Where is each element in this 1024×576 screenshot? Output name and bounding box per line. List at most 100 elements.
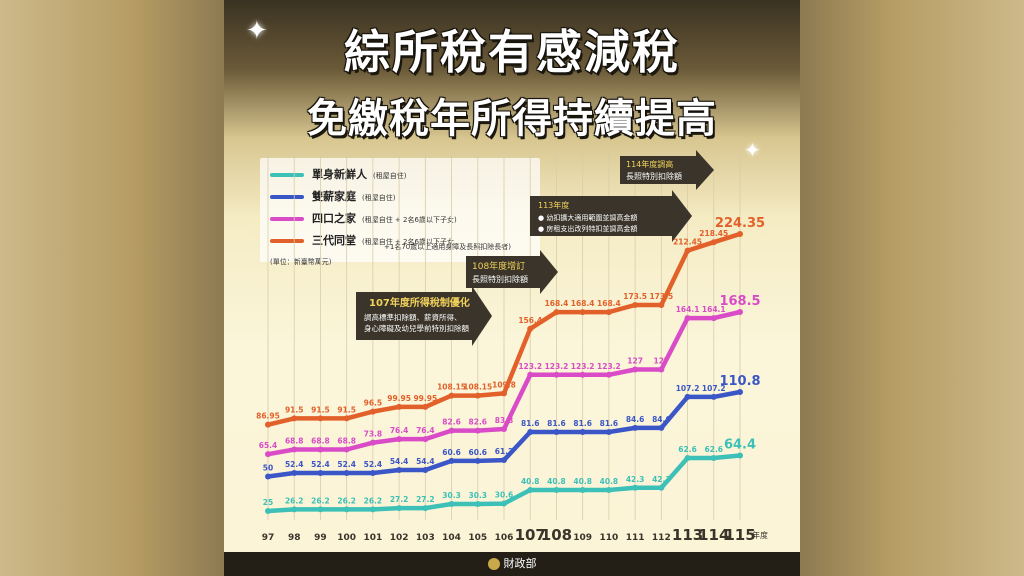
data-label: 42.3 [652,475,671,484]
data-point [317,469,324,476]
annotation-arrow [530,190,692,242]
data-point [396,403,403,410]
data-point [553,487,560,493]
data-point [579,428,586,435]
data-point [605,428,612,435]
data-point [632,302,639,309]
data-label: 107.2 [676,384,700,393]
data-label: 107.2 [702,384,726,393]
legend-item-three-generations: 三代同堂 (租屋自住 + 2名6歲以下子女 [270,232,454,248]
data-label: 40.8 [521,477,540,486]
data-label: 81.6 [547,419,566,428]
data-label: 52.4 [337,460,356,469]
data-point [501,425,507,432]
data-label: 68.8 [311,437,330,446]
x-tick-label: 112 [652,533,671,543]
data-label: 81.6 [573,419,592,428]
x-tick-label: 100 [337,533,356,543]
x-tick-label: 114 [698,526,729,544]
data-label: 52.4 [364,460,383,469]
data-point [291,415,298,422]
data-label: 224.35 [715,216,765,231]
data-point [527,487,534,493]
data-label: 30.3 [442,491,461,500]
x-tick-label: 102 [390,533,409,543]
legend-note: (租屋自住 + 2名6歲以下子女 [362,238,454,246]
data-point [396,436,403,443]
data-label: 27.2 [390,495,409,504]
data-point [369,469,376,476]
data-label: 25 [263,498,273,507]
x-tick-label: 109 [573,533,592,543]
page-subtitle: 免繳稅年所得持續提高 [307,96,717,142]
legend-item-single: 單身新鮮人 (租屋自住) [270,166,406,182]
data-label: 26.2 [337,496,356,505]
data-point [658,302,665,309]
data-label: 26.2 [311,496,330,505]
data-point [422,467,429,474]
data-point [265,451,271,458]
data-label: 82.6 [442,418,461,427]
data-point [737,452,743,459]
data-label: 108.15 [463,383,492,392]
data-label: 96.5 [364,399,383,408]
data-point [343,446,350,453]
data-point [448,392,455,399]
data-label: 76.4 [416,426,435,435]
data-label: 168.5 [719,294,760,309]
data-point [291,506,298,513]
data-point [317,446,324,453]
x-tick-label: 101 [363,533,382,543]
data-point [710,239,717,246]
data-point [605,487,612,493]
data-label: 62.6 [705,445,724,454]
data-point [448,427,455,434]
data-label: 65.4 [259,441,278,450]
data-point [265,473,271,480]
data-point [396,505,403,512]
data-label: 156.4 [518,316,542,325]
infographic-poster: ✦ ✦ 綜所稅有感減稅 免繳稅年所得持續提高 單身新鮮人 (租屋自住) 雙薪家庭 (… [224,0,800,576]
data-label: 91.5 [285,405,304,414]
data-label: 42.3 [626,475,645,484]
data-point [553,428,560,435]
data-label: 40.8 [573,477,592,486]
data-point [553,309,560,316]
data-label: 168.4 [597,299,621,308]
data-label: 99.95 [387,394,411,403]
data-point [448,457,455,464]
data-point [579,487,586,493]
data-label: 60.6 [469,448,488,457]
data-label: 81.6 [600,419,619,428]
x-tick-label: 115 [724,526,755,544]
x-tick-label: 98 [288,533,301,543]
legend-swatch [270,195,304,199]
annotation-line: 調高標準扣除額、薪資所得、 [364,312,462,322]
legend-label: 三代同堂 [312,234,356,247]
data-point [422,436,429,443]
x-axis-label: 年度 [752,530,768,540]
data-label: 54.4 [416,457,435,466]
x-tick-label: 113 [672,526,703,544]
data-point [737,309,743,315]
x-tick-label: 110 [599,533,618,543]
data-point [684,455,691,461]
data-label: 52.4 [311,460,330,469]
legend-note: (租屋自住 + 2名6歲以下子女) [362,216,457,224]
x-tick-label: 108 [541,526,572,544]
legend-swatch [270,217,304,221]
data-label: 109.8 [492,380,516,389]
data-label: 27.2 [416,495,435,504]
data-point [632,366,639,373]
data-label: 73.8 [364,430,383,439]
data-point [474,500,481,507]
annotation-arrow [620,150,714,190]
x-tick-label: 111 [626,533,645,543]
annotation-113: 113年度 ● 幼扣擴大適用範圍並調高金額 ● 房租支出改列特扣並調高金額 [530,190,692,242]
data-point [317,506,324,513]
data-point [553,371,560,378]
legend-label: 單身新鮮人 [312,168,367,181]
annotation-line: 身心障礙及幼兒學前特別扣除額 [364,323,469,333]
data-point [265,508,271,514]
annotation-107: 107年度所得稅制優化 調高標準扣除額、薪資所得、 身心障礙及幼兒學前特別扣除額 [356,286,492,346]
